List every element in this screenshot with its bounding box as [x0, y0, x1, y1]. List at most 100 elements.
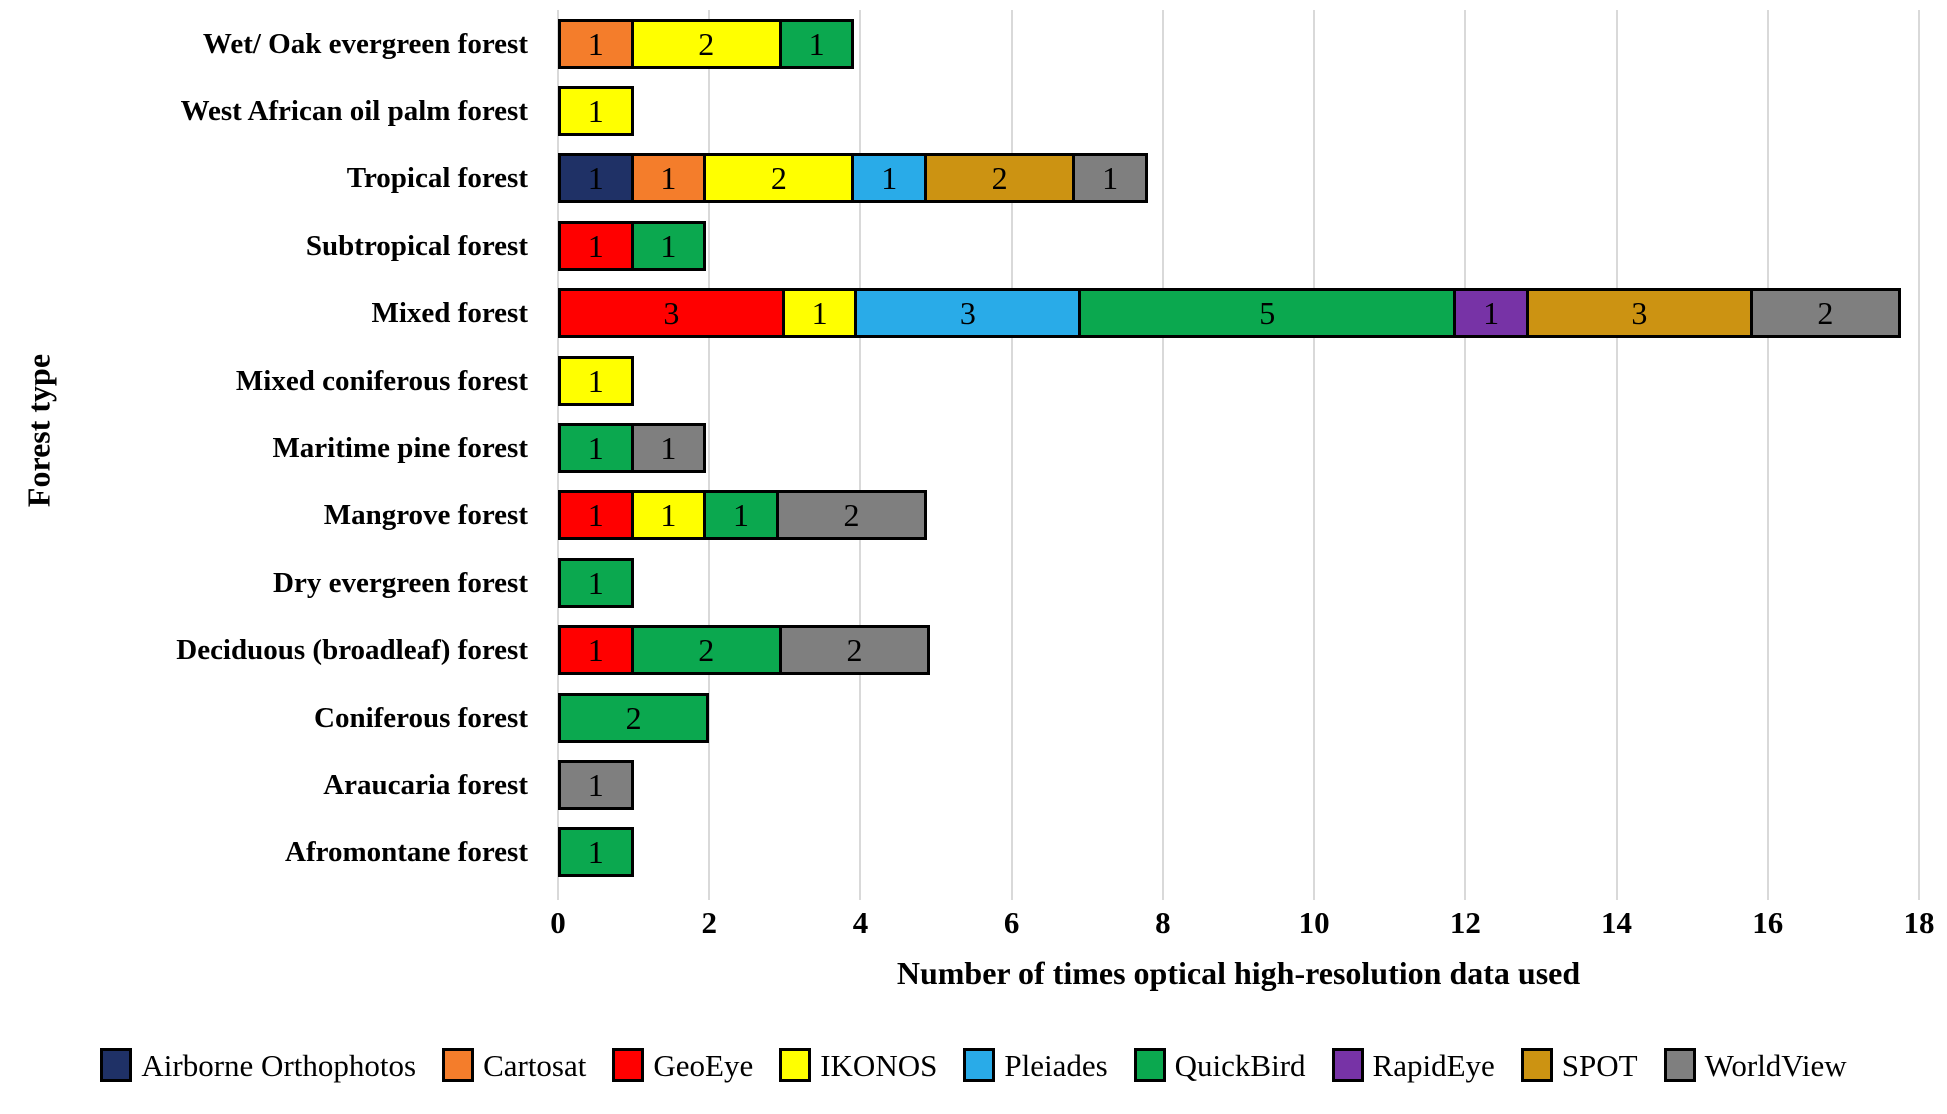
- bar-row: 1: [558, 355, 1919, 406]
- category-label: Afromontane forest: [285, 836, 528, 869]
- gridline: [1766, 10, 1769, 900]
- x-tick-label: 18: [1903, 905, 1935, 940]
- gridline: [1464, 10, 1467, 900]
- bar-segment: 1: [558, 759, 634, 810]
- bar-row: 1: [558, 557, 1919, 608]
- bar-segment: 1: [630, 220, 707, 271]
- category-label: Tropical forest: [346, 162, 528, 195]
- category-label: Coniferous forest: [314, 701, 528, 734]
- bar-row: 1: [558, 86, 1919, 137]
- legend-item: Airborne Orthophotos: [100, 1048, 416, 1082]
- bar-segment: 1: [558, 18, 634, 69]
- bar-segment: 2: [703, 153, 855, 204]
- category-label: Mixed forest: [371, 297, 529, 330]
- x-tick-label: 10: [1298, 905, 1330, 940]
- gridline: [1010, 10, 1013, 900]
- bar-segment: 3: [558, 288, 785, 339]
- x-axis-title: Number of times optical high-resolution …: [896, 955, 1581, 991]
- legend-label: Airborne Orthophotos: [141, 1047, 417, 1083]
- bar-segment: 1: [558, 355, 634, 406]
- x-tick-label: 12: [1449, 905, 1481, 940]
- bar-segment: 2: [558, 692, 710, 743]
- category-label: Mangrove forest: [323, 499, 528, 532]
- bar-segment: 2: [1749, 288, 1901, 339]
- gridline: [1615, 10, 1618, 900]
- bar-segment: 2: [924, 153, 1076, 204]
- legend-item: GeoEye: [612, 1048, 753, 1082]
- gridline: [1313, 10, 1316, 900]
- legend-label: RapidEye: [1372, 1047, 1495, 1083]
- bar-segment: 3: [854, 288, 1082, 339]
- bar-segment: 1: [558, 490, 634, 541]
- gridline: [708, 10, 711, 900]
- category-label: Dry evergreen forest: [273, 566, 528, 599]
- bar-segment: 1: [558, 557, 634, 608]
- x-axis-ticks: 0 2 4 6 8 10 12 14 16 18: [550, 903, 1934, 943]
- category-label: Mixed coniferous forest: [235, 364, 528, 397]
- legend-label: WorldView: [1704, 1047, 1847, 1083]
- bar-row: 2: [558, 692, 1919, 743]
- legend-swatch: [963, 1048, 996, 1082]
- x-tick-label: 8: [1155, 905, 1171, 940]
- legend-swatch: [612, 1048, 645, 1082]
- legend-label: GeoEye: [653, 1047, 754, 1083]
- bar-segment: 1: [851, 153, 928, 204]
- bar-segment: 1: [558, 220, 634, 271]
- x-tick-label: 2: [701, 905, 717, 940]
- legend-label: SPOT: [1561, 1047, 1638, 1083]
- legend-item: IKONOS: [779, 1048, 937, 1082]
- bar-segment: 3: [1525, 288, 1753, 339]
- legend-swatch: [1331, 1048, 1364, 1082]
- category-label: Subtropical forest: [305, 229, 528, 262]
- category-label: Araucaria forest: [323, 768, 528, 801]
- legend-item: Pleiades: [963, 1047, 1108, 1083]
- category-label: Maritime pine forest: [272, 432, 528, 464]
- x-tick-label: 16: [1752, 905, 1784, 940]
- bar-segment: 1: [558, 86, 634, 137]
- bar-segment: 1: [558, 153, 634, 204]
- bar-row: 1: [558, 759, 1919, 810]
- legend-item: RapidEye: [1331, 1047, 1495, 1083]
- bar-segment: 1: [1072, 153, 1148, 204]
- bar-segment: 1: [558, 827, 634, 878]
- legend-swatch: [442, 1048, 475, 1082]
- legend-swatch: [1663, 1048, 1696, 1082]
- bar-segment: 1: [558, 625, 634, 676]
- legend-item: WorldView: [1663, 1047, 1847, 1083]
- legend-label: QuickBird: [1174, 1047, 1306, 1083]
- x-tick-label: 14: [1601, 905, 1633, 940]
- bar-segment: 1: [1453, 288, 1529, 339]
- bar-segment: 1: [781, 288, 858, 339]
- legend-item: SPOT: [1520, 1047, 1638, 1083]
- legend-item: Cartosat: [442, 1048, 586, 1082]
- legend-label: IKONOS: [820, 1047, 938, 1083]
- gridline: [1918, 10, 1920, 900]
- bar-segment: 1: [630, 490, 707, 541]
- x-tick-label: 0: [550, 905, 566, 940]
- bar-segment: 1: [630, 153, 707, 204]
- bar-segment: 2: [630, 18, 782, 69]
- bar-segment: 1: [558, 423, 634, 473]
- gridline: [1161, 10, 1164, 900]
- bar-row: 1: [558, 827, 1919, 878]
- legend-label: Cartosat: [483, 1047, 587, 1083]
- gridline: [859, 10, 862, 900]
- bar-segment: 2: [778, 625, 931, 676]
- bar-segment: 5: [1078, 288, 1457, 339]
- x-tick-label: 6: [1003, 905, 1020, 940]
- bar-segment: 2: [630, 625, 782, 676]
- legend-label: Pleiades: [1004, 1047, 1108, 1083]
- bar-segment: 1: [703, 490, 779, 541]
- legend: Airborne Orthophotos Cartosat GeoEye IKONOS…: [0, 1048, 1947, 1082]
- legend-swatch: [100, 1048, 133, 1082]
- legend-swatch: [1133, 1048, 1166, 1082]
